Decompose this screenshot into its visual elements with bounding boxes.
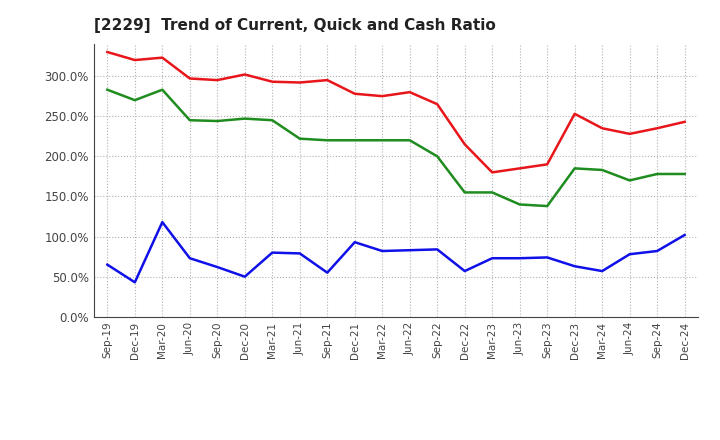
Cash Ratio xyxy=(378,248,387,253)
Cash Ratio xyxy=(653,248,662,253)
Quick Ratio xyxy=(378,138,387,143)
Current Ratio xyxy=(103,49,112,55)
Current Ratio xyxy=(626,131,634,136)
Current Ratio xyxy=(295,80,304,85)
Current Ratio xyxy=(653,125,662,131)
Current Ratio xyxy=(570,111,579,117)
Quick Ratio xyxy=(433,154,441,159)
Cash Ratio xyxy=(543,255,552,260)
Current Ratio xyxy=(460,142,469,147)
Cash Ratio xyxy=(460,268,469,274)
Cash Ratio xyxy=(186,256,194,261)
Line: Quick Ratio: Quick Ratio xyxy=(107,90,685,206)
Cash Ratio xyxy=(433,247,441,252)
Quick Ratio xyxy=(323,138,332,143)
Quick Ratio xyxy=(488,190,497,195)
Cash Ratio xyxy=(405,248,414,253)
Quick Ratio xyxy=(240,116,249,121)
Current Ratio xyxy=(680,119,689,125)
Cash Ratio xyxy=(680,232,689,238)
Quick Ratio xyxy=(186,117,194,123)
Quick Ratio xyxy=(158,87,166,92)
Text: [2229]  Trend of Current, Quick and Cash Ratio: [2229] Trend of Current, Quick and Cash … xyxy=(94,18,495,33)
Current Ratio xyxy=(488,170,497,175)
Cash Ratio xyxy=(351,239,359,245)
Cash Ratio xyxy=(130,280,139,285)
Cash Ratio xyxy=(598,268,606,274)
Cash Ratio xyxy=(295,251,304,256)
Cash Ratio xyxy=(213,264,222,270)
Quick Ratio xyxy=(351,138,359,143)
Current Ratio xyxy=(516,166,524,171)
Quick Ratio xyxy=(543,203,552,209)
Quick Ratio xyxy=(653,171,662,176)
Current Ratio xyxy=(240,72,249,77)
Quick Ratio xyxy=(405,138,414,143)
Current Ratio xyxy=(213,77,222,83)
Current Ratio xyxy=(186,76,194,81)
Current Ratio xyxy=(351,91,359,96)
Current Ratio xyxy=(378,94,387,99)
Quick Ratio xyxy=(213,118,222,124)
Current Ratio xyxy=(598,125,606,131)
Quick Ratio xyxy=(626,178,634,183)
Quick Ratio xyxy=(680,171,689,176)
Line: Cash Ratio: Cash Ratio xyxy=(107,222,685,282)
Current Ratio xyxy=(268,79,276,84)
Cash Ratio xyxy=(488,256,497,261)
Current Ratio xyxy=(405,89,414,95)
Quick Ratio xyxy=(268,117,276,123)
Line: Current Ratio: Current Ratio xyxy=(107,52,685,172)
Cash Ratio xyxy=(240,274,249,279)
Current Ratio xyxy=(323,77,332,83)
Current Ratio xyxy=(130,57,139,62)
Current Ratio xyxy=(543,162,552,167)
Cash Ratio xyxy=(268,250,276,255)
Quick Ratio xyxy=(103,87,112,92)
Cash Ratio xyxy=(626,252,634,257)
Cash Ratio xyxy=(570,264,579,269)
Cash Ratio xyxy=(323,270,332,275)
Quick Ratio xyxy=(460,190,469,195)
Cash Ratio xyxy=(516,256,524,261)
Current Ratio xyxy=(158,55,166,60)
Quick Ratio xyxy=(570,166,579,171)
Quick Ratio xyxy=(598,167,606,172)
Quick Ratio xyxy=(130,98,139,103)
Quick Ratio xyxy=(516,202,524,207)
Current Ratio xyxy=(433,102,441,107)
Cash Ratio xyxy=(158,220,166,225)
Cash Ratio xyxy=(103,262,112,267)
Quick Ratio xyxy=(295,136,304,141)
